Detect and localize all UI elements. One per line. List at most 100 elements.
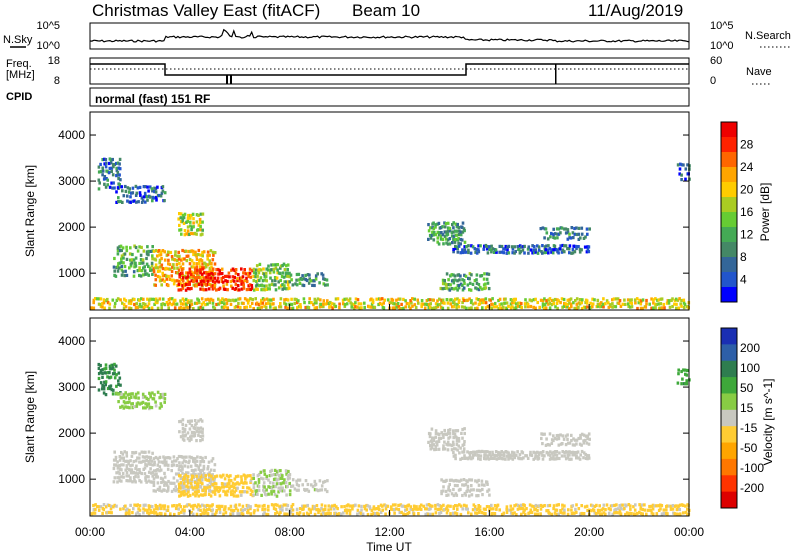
heatmap-cell <box>135 200 138 204</box>
heatmap-cell <box>219 486 222 490</box>
heatmap-cell <box>192 274 195 278</box>
heatmap-cell <box>586 248 590 252</box>
heatmap-cell <box>208 476 211 480</box>
heatmap-cell <box>267 268 270 272</box>
heatmap-cell <box>602 297 605 301</box>
heatmap-cell <box>375 507 379 511</box>
heatmap-cell <box>455 436 459 440</box>
heatmap-cell <box>464 483 468 487</box>
heatmap-cell <box>272 267 276 271</box>
heatmap-cell <box>456 245 459 249</box>
heatmap-cell <box>160 283 163 287</box>
heatmap-cell <box>529 453 532 457</box>
heatmap-cell <box>190 419 193 423</box>
heatmap-cell <box>120 264 124 268</box>
heatmap-cell <box>654 306 657 310</box>
heatmap-cell <box>607 511 611 515</box>
heatmap-cell <box>101 305 104 309</box>
heatmap-cell <box>138 468 141 472</box>
heatmap-cell <box>500 453 503 457</box>
heatmap-cell <box>682 298 686 302</box>
heatmap-cell <box>145 262 149 266</box>
heatmap-cell <box>105 161 108 165</box>
heatmap-cell <box>154 258 158 262</box>
heatmap-cell <box>552 507 555 511</box>
heatmap-cell <box>539 512 542 516</box>
heatmap-cell <box>211 503 214 507</box>
heatmap-cell <box>487 488 491 492</box>
heatmap-cell <box>294 282 297 286</box>
heatmap-cell <box>279 469 282 473</box>
heatmap-cell <box>532 248 535 252</box>
heatmap-cell <box>104 158 108 162</box>
heatmap-cell <box>545 509 548 513</box>
heatmap-cell <box>199 278 202 282</box>
heatmap-cell <box>174 485 177 489</box>
heatmap-cell <box>177 472 181 476</box>
heatmap-cell <box>569 297 573 301</box>
heatmap-cell <box>315 306 318 310</box>
heatmap-cell <box>227 478 231 482</box>
heatmap-cell <box>178 503 181 507</box>
heatmap-cell <box>640 299 643 303</box>
heatmap-cell <box>586 508 589 513</box>
heatmap-cell <box>140 297 143 301</box>
heatmap-cell <box>154 273 157 277</box>
heatmap-cell <box>179 481 183 485</box>
heatmap-cell <box>430 427 434 431</box>
heatmap-cell <box>179 212 183 216</box>
heatmap-cell <box>480 479 484 483</box>
heatmap-cell <box>182 221 186 225</box>
heatmap-cell <box>177 288 181 292</box>
heatmap-cell <box>521 248 525 252</box>
heatmap-cell <box>229 474 232 478</box>
heatmap-cell <box>158 406 162 410</box>
heatmap-cell <box>297 304 301 309</box>
heatmap-cell <box>325 489 329 494</box>
heatmap-cell <box>229 279 233 284</box>
heatmap-cell <box>529 450 532 454</box>
heatmap-cell <box>678 507 681 512</box>
heatmap-cell <box>356 512 359 516</box>
heatmap-cell <box>103 306 106 310</box>
heatmap-cell <box>487 272 491 276</box>
heatmap-cell <box>429 432 432 436</box>
heatmap-cell <box>197 475 201 480</box>
heatmap-cell <box>166 467 170 471</box>
heatmap-cell <box>207 460 211 464</box>
heatmap-cell <box>509 504 513 508</box>
heatmap-cell <box>436 299 439 303</box>
heatmap-cell <box>469 488 473 492</box>
heatmap-cell <box>315 504 319 508</box>
heatmap-cell <box>550 250 553 254</box>
heatmap-cell <box>514 302 518 306</box>
heatmap-cell <box>329 304 332 308</box>
heatmap-cell <box>588 227 591 231</box>
heatmap-cell <box>264 302 268 306</box>
heatmap-cell <box>272 263 275 267</box>
heatmap-cell <box>484 282 487 286</box>
heatmap-cell <box>528 510 532 515</box>
heatmap-cell <box>320 507 323 511</box>
heatmap-cell <box>309 279 312 283</box>
heatmap-cell <box>518 457 521 461</box>
heatmap-cell <box>208 282 211 286</box>
heatmap-cell <box>213 306 217 310</box>
heatmap-cell <box>291 512 295 516</box>
heatmap-cell <box>549 453 552 457</box>
heatmap-cell <box>498 244 502 248</box>
heatmap-cell <box>138 245 141 249</box>
heatmap-cell <box>520 302 523 306</box>
heatmap-cell <box>181 286 185 290</box>
heatmap-cell <box>234 282 238 286</box>
heatmap-cell <box>146 245 149 249</box>
frequency-panel-frame <box>89 57 690 85</box>
heatmap-cell <box>240 493 243 497</box>
heatmap-cell <box>611 305 614 309</box>
heatmap-cell <box>543 236 546 240</box>
heatmap-cell <box>338 306 341 310</box>
heatmap-cell <box>112 165 115 169</box>
heatmap-cell <box>394 503 397 507</box>
heatmap-cell <box>130 454 134 458</box>
heatmap-cell <box>140 196 144 200</box>
